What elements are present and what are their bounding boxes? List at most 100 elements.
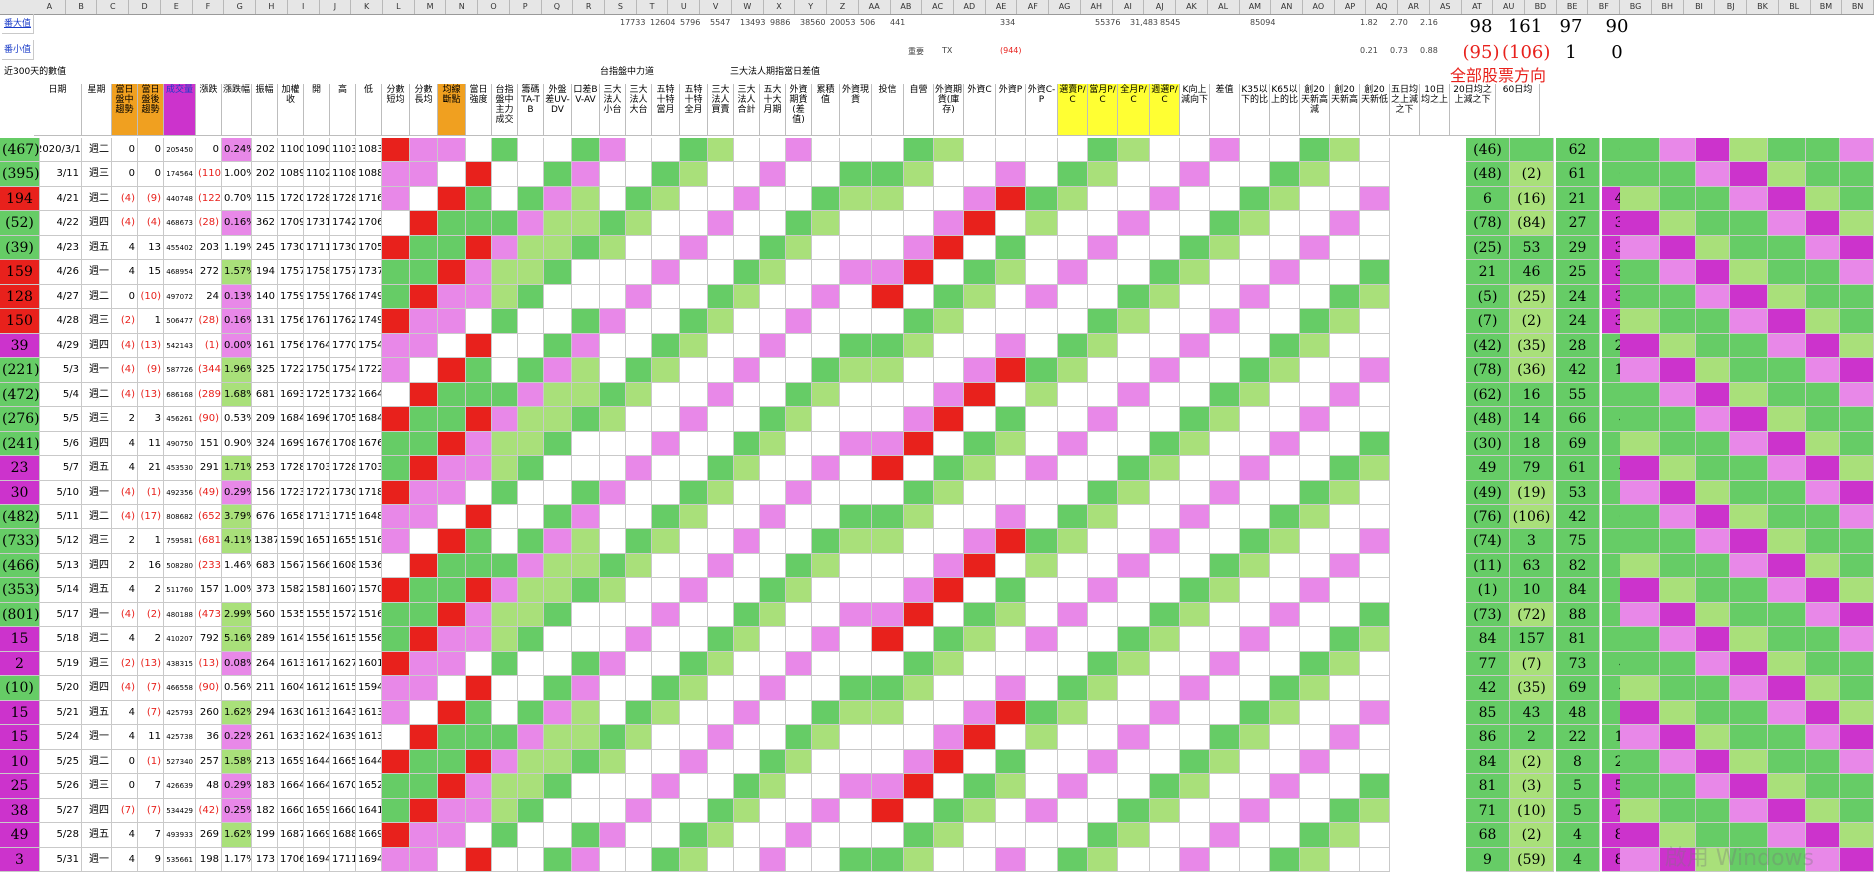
data-cell[interactable] (786, 749, 812, 775)
data-cell[interactable] (680, 138, 708, 163)
data-cell[interactable] (572, 407, 600, 432)
data-cell[interactable] (812, 407, 840, 432)
data-cell[interactable] (786, 235, 812, 261)
data-cell[interactable]: (28) (196, 211, 222, 236)
data-cell[interactable] (964, 162, 996, 187)
data-cell[interactable]: 17113 (330, 847, 356, 872)
data-cell[interactable] (812, 505, 840, 530)
data-cell[interactable] (964, 823, 996, 848)
data-cell[interactable] (492, 627, 518, 652)
data-cell[interactable] (1240, 798, 1270, 824)
data-cell[interactable] (492, 553, 518, 579)
data-cell[interactable] (996, 798, 1026, 824)
data-cell[interactable] (1240, 456, 1270, 481)
data-cell[interactable] (1088, 774, 1118, 799)
data-cell[interactable] (572, 382, 600, 408)
data-cell[interactable] (1270, 553, 1300, 579)
data-cell[interactable] (1058, 235, 1088, 261)
data-cell[interactable] (1118, 186, 1150, 212)
data-cell[interactable] (652, 676, 680, 701)
indicator-cell[interactable]: 66 (1556, 407, 1600, 432)
data-cell[interactable] (934, 431, 964, 457)
data-cell[interactable] (1330, 651, 1360, 677)
data-cell[interactable] (1150, 847, 1180, 872)
data-cell[interactable] (1088, 284, 1118, 310)
data-cell[interactable] (760, 382, 786, 408)
data-cell[interactable]: 3.79% (222, 505, 252, 530)
data-cell[interactable]: 4 (112, 578, 138, 603)
data-cell[interactable] (904, 333, 934, 359)
data-cell[interactable] (934, 186, 964, 212)
data-cell[interactable]: 16 (138, 553, 164, 579)
data-cell[interactable] (1240, 162, 1270, 187)
data-cell[interactable] (492, 333, 518, 359)
data-cell[interactable] (1730, 211, 1768, 236)
data-cell[interactable] (466, 651, 492, 677)
column-letter[interactable]: H (256, 0, 288, 14)
data-cell[interactable]: 16690 (304, 823, 330, 848)
data-cell[interactable] (708, 578, 734, 603)
data-cell[interactable] (1840, 676, 1874, 701)
data-cell[interactable]: (233) (196, 553, 222, 579)
data-cell[interactable] (680, 407, 708, 432)
data-cell[interactable] (1806, 774, 1840, 799)
data-cell[interactable] (1300, 798, 1330, 824)
data-cell[interactable] (964, 627, 996, 652)
data-cell[interactable] (812, 749, 840, 775)
data-cell[interactable] (812, 235, 840, 261)
data-cell[interactable] (518, 627, 544, 652)
data-cell[interactable]: 542143 (164, 333, 196, 359)
data-cell[interactable]: 294 (252, 700, 278, 726)
data-cell[interactable] (572, 431, 600, 457)
data-cell[interactable]: 161 (252, 333, 278, 359)
data-cell[interactable] (760, 211, 786, 236)
data-cell[interactable] (812, 627, 840, 652)
data-cell[interactable]: 466558 (164, 676, 196, 701)
data-cell[interactable] (934, 333, 964, 359)
data-cell[interactable]: 17611 (304, 309, 330, 334)
data-cell[interactable] (492, 676, 518, 701)
data-cell[interactable] (760, 627, 786, 652)
data-cell[interactable] (904, 798, 934, 824)
data-cell[interactable]: 468673 (164, 211, 196, 236)
data-cell[interactable] (1118, 725, 1150, 750)
data-cell[interactable]: (4) (138, 211, 164, 236)
data-cell[interactable] (1300, 284, 1330, 310)
data-cell[interactable] (600, 505, 626, 530)
data-cell[interactable] (734, 235, 760, 261)
data-cell[interactable]: 17066 (356, 211, 382, 236)
data-cell[interactable] (1730, 847, 1768, 872)
date-cell[interactable]: 4/26 (34, 260, 82, 285)
data-cell[interactable] (1620, 407, 1660, 432)
data-cell[interactable]: 289 (252, 627, 278, 652)
data-cell[interactable]: 260 (196, 700, 222, 726)
data-cell[interactable] (1088, 382, 1118, 408)
data-cell[interactable] (1360, 749, 1390, 775)
indicator-cell[interactable]: 3 (0, 847, 40, 872)
data-cell[interactable] (934, 529, 964, 554)
data-cell[interactable] (760, 431, 786, 457)
data-cell[interactable] (1058, 847, 1088, 872)
data-cell[interactable] (544, 823, 572, 848)
data-cell[interactable] (680, 725, 708, 750)
data-cell[interactable] (492, 138, 518, 163)
data-cell[interactable]: 7 (138, 774, 164, 799)
data-cell[interactable] (382, 725, 410, 750)
data-cell[interactable] (600, 798, 626, 824)
data-cell[interactable] (934, 651, 964, 677)
column-letter[interactable]: AS (1430, 0, 1462, 14)
data-cell[interactable] (600, 333, 626, 359)
data-cell[interactable] (1300, 138, 1330, 163)
data-cell[interactable] (1240, 211, 1270, 236)
data-cell[interactable]: 10908 (304, 138, 330, 163)
data-cell[interactable] (708, 700, 734, 726)
data-cell[interactable] (1026, 407, 1058, 432)
weekday-cell[interactable]: 週四 (82, 333, 112, 359)
indicator-cell[interactable]: 38 (0, 798, 40, 824)
data-cell[interactable] (382, 578, 410, 603)
data-cell[interactable] (760, 553, 786, 579)
data-cell[interactable] (872, 700, 904, 726)
data-cell[interactable] (1730, 798, 1768, 824)
data-cell[interactable] (1210, 211, 1240, 236)
data-cell[interactable] (812, 823, 840, 848)
